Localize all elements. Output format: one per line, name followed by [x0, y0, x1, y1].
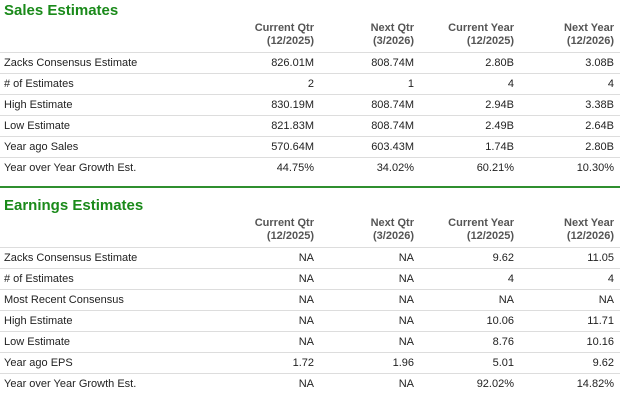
cell-value: NA [598, 293, 614, 306]
cell-value: 4 [507, 272, 514, 285]
cell-value: 5.01 [492, 356, 514, 369]
cell-value: 34.02% [376, 161, 414, 174]
table-row: Most Recent Consensus NA NA NA NA [0, 289, 620, 310]
cell-value: 60.21% [476, 161, 514, 174]
cell-value: 3.08B [585, 56, 614, 69]
header-next-year: Next Year (12/2026) [564, 22, 614, 47]
table-row: Year over Year Growth Est. NA NA 92.02% … [0, 373, 620, 394]
cell-value: 603.43M [371, 140, 414, 153]
table-row: High Estimate 830.19M 808.74M 2.94B 3.38… [0, 94, 620, 115]
earnings-estimates-section: Earnings Estimates Current Qtr (12/2025)… [0, 188, 620, 394]
cell-value: 10.16 [586, 335, 614, 348]
header-label-cell [0, 217, 220, 247]
cell-value: 10.30% [576, 161, 614, 174]
cell-value: NA [398, 377, 414, 390]
header-label-cell [0, 22, 220, 52]
cell-value: 1.74B [485, 140, 514, 153]
cell-value: 1 [407, 77, 414, 90]
cell-value: 14.82% [576, 377, 614, 390]
cell-value: 10.06 [486, 314, 514, 327]
cell-value: 11.71 [587, 314, 614, 327]
table-row: # of Estimates NA NA 4 4 [0, 268, 620, 289]
cell-value: NA [298, 377, 314, 390]
cell-value: 808.74M [371, 98, 414, 111]
earnings-estimates-table: Current Qtr (12/2025) Next Qtr (3/2026) … [0, 217, 620, 394]
row-label: Year ago EPS [4, 356, 73, 369]
table-row: Year ago Sales 570.64M 603.43M 1.74B 2.8… [0, 136, 620, 157]
sales-estimates-title: Sales Estimates [4, 2, 119, 19]
cell-value: 2.80B [485, 56, 514, 69]
table-row: Zacks Consensus Estimate 826.01M 808.74M… [0, 52, 620, 73]
cell-value: 44.75% [276, 161, 314, 174]
cell-value: NA [398, 335, 414, 348]
cell-value: 2.80B [585, 140, 614, 153]
row-label: Zacks Consensus Estimate [4, 251, 138, 264]
table-row: High Estimate NA NA 10.06 11.71 [0, 310, 620, 331]
table-header-row: Current Qtr (12/2025) Next Qtr (3/2026) … [0, 217, 620, 247]
table-row: Year over Year Growth Est. 44.75% 34.02%… [0, 157, 620, 178]
cell-value: NA [498, 293, 514, 306]
cell-value: NA [298, 293, 314, 306]
earnings-estimates-title: Earnings Estimates [4, 197, 144, 214]
cell-value: 11.05 [587, 251, 614, 264]
table-row: Low Estimate NA NA 8.76 10.16 [0, 331, 620, 352]
cell-value: 3.38B [585, 98, 614, 111]
cell-value: 1.72 [292, 356, 314, 369]
cell-value: 4 [607, 272, 614, 285]
row-label: # of Estimates [4, 272, 74, 285]
cell-value: NA [398, 272, 414, 285]
cell-value: 2.64B [585, 119, 614, 132]
cell-value: 821.83M [271, 119, 314, 132]
cell-value: 826.01M [271, 56, 314, 69]
cell-value: 4 [507, 77, 514, 90]
cell-value: NA [398, 251, 414, 264]
header-current-qtr: Current Qtr (12/2025) [254, 217, 314, 242]
table-row: # of Estimates 2 1 4 4 [0, 73, 620, 94]
row-label: Zacks Consensus Estimate [4, 56, 138, 69]
table-row: Year ago EPS 1.72 1.96 5.01 9.62 [0, 352, 620, 373]
cell-value: 9.62 [592, 356, 614, 369]
cell-value: 2 [307, 77, 314, 90]
cell-value: 4 [607, 77, 614, 90]
header-current-qtr: Current Qtr (12/2025) [254, 22, 314, 47]
row-label: Low Estimate [4, 335, 71, 348]
cell-value: 830.19M [271, 98, 314, 111]
table-row: Low Estimate 821.83M 808.74M 2.49B 2.64B [0, 115, 620, 136]
sales-estimates-section: Sales Estimates Current Qtr (12/2025) Ne… [0, 0, 620, 178]
cell-value: 8.76 [492, 335, 514, 348]
cell-value: NA [298, 335, 314, 348]
table-header-row: Current Qtr (12/2025) Next Qtr (3/2026) … [0, 22, 620, 52]
cell-value: 808.74M [371, 119, 414, 132]
cell-value: NA [398, 314, 414, 327]
cell-value: 808.74M [371, 56, 414, 69]
cell-value: NA [398, 293, 414, 306]
cell-value: NA [298, 251, 314, 264]
row-label: High Estimate [4, 314, 73, 327]
cell-value: 2.94B [485, 98, 514, 111]
row-label: Low Estimate [4, 119, 71, 132]
cell-value: 92.02% [476, 377, 514, 390]
header-current-year: Current Year (12/2025) [448, 217, 514, 242]
row-label: Year ago Sales [4, 140, 79, 153]
cell-value: 2.49B [485, 119, 514, 132]
sales-estimates-table: Current Qtr (12/2025) Next Qtr (3/2026) … [0, 22, 620, 178]
row-label: Most Recent Consensus [4, 293, 124, 306]
table-row: Zacks Consensus Estimate NA NA 9.62 11.0… [0, 247, 620, 268]
cell-value: NA [298, 272, 314, 285]
cell-value: NA [298, 314, 314, 327]
section-divider [0, 186, 620, 188]
cell-value: 1.96 [392, 356, 414, 369]
row-label: # of Estimates [4, 77, 74, 90]
header-next-year: Next Year (12/2026) [564, 217, 614, 242]
cell-value: 570.64M [271, 140, 314, 153]
header-current-year: Current Year (12/2025) [448, 22, 514, 47]
row-label: Year over Year Growth Est. [4, 161, 137, 174]
cell-value: 9.62 [492, 251, 514, 264]
header-next-qtr: Next Qtr (3/2026) [370, 22, 414, 47]
header-next-qtr: Next Qtr (3/2026) [370, 217, 414, 242]
row-label: High Estimate [4, 98, 73, 111]
row-label: Year over Year Growth Est. [4, 377, 137, 390]
